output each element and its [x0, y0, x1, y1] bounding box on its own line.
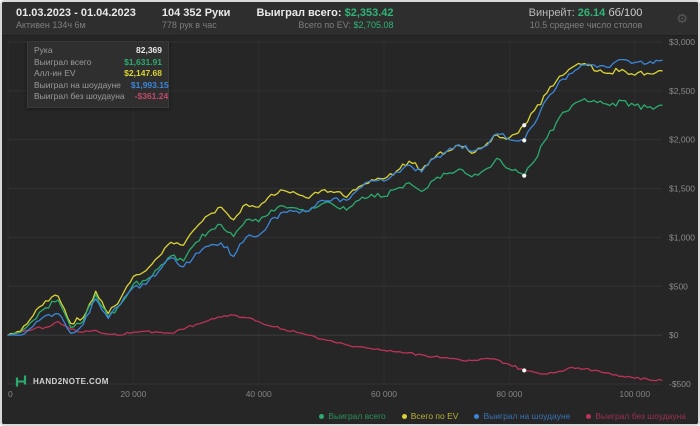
tooltip-row-value: $1,631.91	[124, 56, 162, 67]
chart-legend: Выиграл всего Всего по EV Выиграл на шоуда…	[319, 411, 686, 421]
hand2note-logo: HAND2NOTE.COM	[14, 374, 109, 388]
tooltip-row: Выиграл на шоудауне $1,993.15	[34, 79, 169, 92]
winrate-summary: Винрейт: 26.14 бб/100 10.5 среднее число…	[529, 7, 643, 31]
chart-area: 0 20 000 40 000 60 000 80 000 100 000 -$500 $0 $…	[2, 36, 698, 424]
hands-title: 104 352 Руки	[161, 6, 231, 19]
period-summary: 01.03.2023 - 01.04.2023 Активен 134ч 6м	[16, 7, 136, 31]
legend-item-label: Выиграл всего	[328, 411, 386, 421]
avg-tables-subtitle: 10.5 среднее число столов	[529, 19, 643, 30]
hands-subtitle: 778 рук в час	[161, 19, 217, 30]
tooltip-row-label: Выиграл без шоудауна	[34, 91, 125, 101]
hands-summary: 104 352 Руки 778 рук в час	[162, 7, 231, 31]
legend-item-1[interactable]: Выиграл всего	[319, 411, 386, 421]
tooltip-row-value: -$361.24	[134, 91, 169, 101]
header: 01.03.2023 - 01.04.2023 Активен 134ч 6м …	[2, 2, 698, 36]
legend-dot-icon	[319, 413, 325, 419]
legend-item-label: Выиграл на шоудауне	[483, 411, 571, 421]
winrate-label: Винрейт:	[528, 6, 575, 19]
y-axis-tick-label: $3,000	[669, 37, 695, 47]
settings-gear-icon[interactable]: ⚙	[676, 11, 688, 26]
tooltip-row: Выиграл без шоудауна -$361.24	[34, 91, 168, 103]
period-subtitle: Активен 134ч 6м	[16, 19, 86, 30]
series-line-3[interactable]	[7, 58, 663, 336]
legend-dot-icon	[474, 413, 480, 419]
x-axis-tick-label: 60 000	[371, 389, 397, 399]
tooltip-row-value: $2,147.68	[124, 68, 162, 78]
series-line-4[interactable]	[7, 314, 663, 382]
hover-marker-dot	[522, 138, 527, 143]
tooltip-row-label: Выиграл на шоудауне	[34, 79, 121, 90]
hover-marker-dot	[522, 173, 527, 178]
y-axis-tick-label: $2,500	[669, 86, 695, 96]
x-axis-tick-label: 20 000	[120, 389, 146, 399]
y-axis-tick-label: $1,500	[669, 184, 695, 194]
y-axis-tick-label: $1,000	[669, 232, 695, 242]
legend-item-3[interactable]: Выиграл на шоудауне	[474, 411, 570, 421]
legend-item-label: Всего по EV	[410, 411, 459, 421]
y-axis-tick-label: -$500	[669, 379, 691, 389]
hover-marker-dot	[522, 368, 527, 373]
tooltip-row-label: Алл-ин EV	[34, 68, 76, 78]
x-axis-tick-label: 80 000	[496, 389, 522, 399]
winrate-value: 26.14	[577, 6, 606, 19]
legend-item-label: Выиграл без шоудауна	[595, 411, 686, 421]
watermark-text: HAND2NOTE.COM	[33, 376, 109, 386]
period-title: 01.03.2023 - 01.04.2023	[16, 6, 136, 19]
legend-dot-icon	[586, 413, 592, 419]
series-line-1[interactable]	[7, 98, 663, 336]
ev-total-label: Всего по EV:	[298, 19, 351, 30]
y-axis-tick-label: $0	[669, 330, 679, 340]
hover-marker-dot	[522, 123, 527, 128]
x-axis-tick-label: 0	[8, 389, 13, 399]
y-axis-tick-label: $500	[669, 281, 688, 291]
won-total-value: $2,353.42	[344, 6, 394, 19]
legend-item-4[interactable]: Выиграл без шоудауна	[586, 411, 686, 421]
ev-total-value: $2,705.08	[353, 19, 394, 30]
winrate-unit: бб/100	[608, 6, 643, 19]
x-axis-tick-label: 40 000	[246, 389, 272, 399]
legend-item-2[interactable]: Всего по EV	[401, 411, 459, 421]
tooltip-row: Выиграл всего $1,631.91	[34, 57, 162, 69]
tooltip-row-value: $1,993.15	[130, 79, 169, 90]
won-total-label: Выиграл всего:	[256, 6, 342, 19]
series-line-2[interactable]	[7, 62, 663, 336]
hand2note-logo-icon	[15, 375, 27, 387]
hover-tooltip-panel: Рука 82,369 Выиграл всего $1,631.91 Алл-ин E…	[27, 41, 169, 108]
tooltip-row: Рука 82,369	[34, 45, 162, 57]
tooltip-row: Алл-ин EV $2,147.68	[34, 68, 162, 80]
tooltip-row-label: Выиграл всего	[34, 56, 92, 67]
total-won-summary: Выиграл всего: $2,353.42 Всего по EV: $2…	[256, 7, 393, 31]
legend-dot-icon	[401, 413, 407, 419]
tooltip-row-label: Рука	[34, 45, 53, 55]
x-axis-tick-label: 100 000	[619, 389, 650, 399]
y-axis-tick-label: $2,000	[669, 135, 695, 145]
tooltip-row-value: 82,369	[136, 45, 162, 55]
